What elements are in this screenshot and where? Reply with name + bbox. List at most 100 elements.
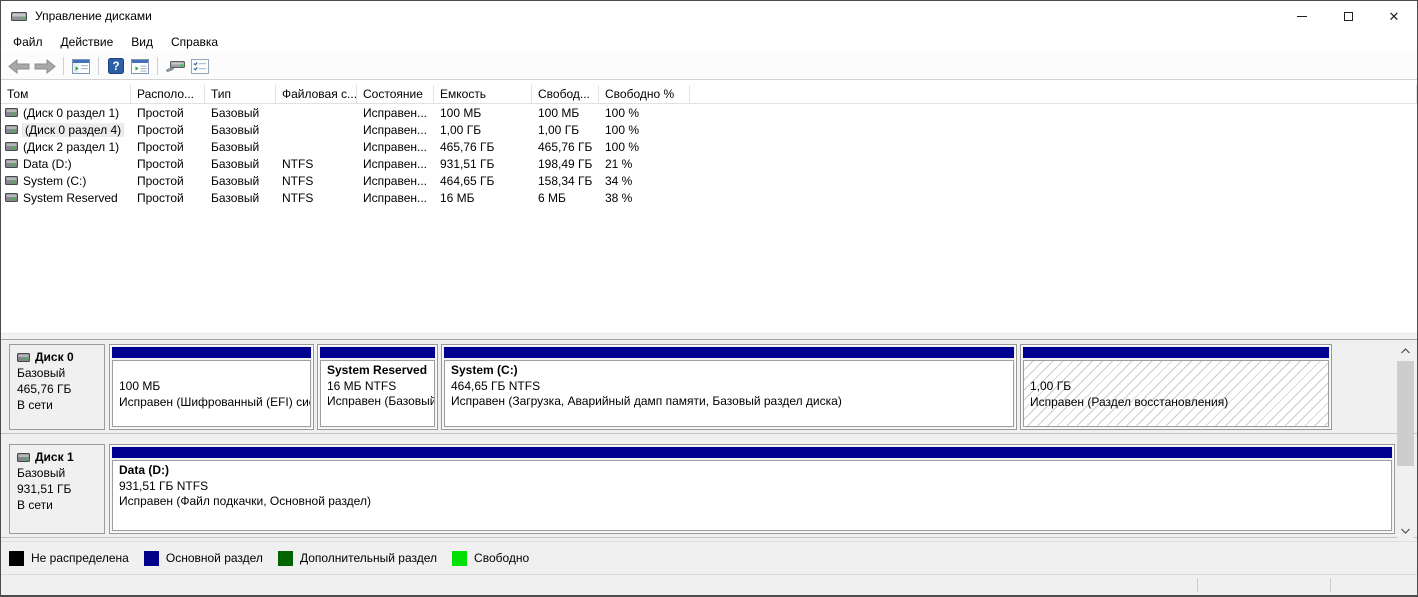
disk-size: 931,51 ГБ — [17, 482, 72, 496]
table-row[interactable]: System Reserved Простой Базовый NTFS Исп… — [1, 189, 1417, 206]
column-header-layout[interactable]: Располо... — [131, 85, 205, 103]
disk-icon — [17, 452, 30, 462]
menu-view[interactable]: Вид — [131, 35, 153, 49]
toolbar-console-tree-button[interactable] — [69, 54, 93, 78]
unallocated-swatch — [9, 550, 24, 566]
graphical-view-pane: Диск 0 Базовый 465,76 ГБ В сети 100 МБ И… — [1, 340, 1417, 541]
column-header-empty[interactable] — [690, 85, 1417, 103]
volume-status: Исправен... — [363, 139, 428, 154]
table-row[interactable]: (Диск 0 раздел 1) Простой Базовый Исправ… — [1, 104, 1417, 121]
status-bar — [1, 574, 1417, 595]
table-row[interactable]: System (C:) Простой Базовый NTFS Исправе… — [1, 172, 1417, 189]
partition-size: 931,51 ГБ NTFS — [119, 478, 209, 493]
volume-type: Базовый — [211, 156, 260, 171]
disk-tool-icon — [165, 58, 186, 74]
console-tree-icon — [72, 58, 90, 74]
partition-color-strip — [112, 447, 1392, 458]
volume-free: 100 МБ — [538, 105, 580, 120]
table-header: Том Располо... Тип Файловая с... Состоян… — [1, 85, 1417, 104]
column-header-free-pct[interactable]: Свободно % — [599, 85, 690, 103]
legend-label: Основной раздел — [165, 551, 263, 565]
help-icon: ? — [108, 58, 124, 74]
column-header-status[interactable]: Состояние — [357, 85, 434, 103]
legend-bar: Не распределена Основной раздел Дополнит… — [1, 541, 1417, 574]
volume-free: 465,76 ГБ — [538, 139, 593, 154]
volume-free-pct: 100 % — [605, 122, 640, 137]
volume-capacity: 100 МБ — [440, 105, 482, 120]
volume-name: Data (D:) — [23, 156, 72, 171]
column-header-free[interactable]: Свобод... — [532, 85, 599, 103]
minimize-button[interactable] — [1279, 1, 1325, 31]
partition-size: 16 МБ NTFS — [327, 378, 397, 393]
volume-capacity: 465,76 ГБ — [440, 139, 495, 154]
column-header-capacity[interactable]: Емкость — [434, 85, 532, 103]
menu-file[interactable]: Файл — [13, 35, 43, 49]
column-header-type[interactable]: Тип — [205, 85, 276, 103]
disk-row-0: Диск 0 Базовый 465,76 ГБ В сети 100 МБ И… — [1, 342, 1417, 434]
volume-status: Исправен... — [363, 156, 428, 171]
scroll-up-button[interactable] — [1397, 342, 1414, 359]
volume-filesystem: NTFS — [282, 173, 314, 188]
volume-capacity: 464,65 ГБ — [440, 173, 495, 188]
volume-status: Исправен... — [363, 173, 428, 188]
volume-capacity: 931,51 ГБ — [440, 156, 495, 171]
menu-bar: Файл Действие Вид Справка — [1, 31, 1417, 53]
column-header-volume[interactable]: Том — [1, 85, 131, 103]
volume-layout: Простой — [137, 139, 184, 154]
scroll-down-button[interactable] — [1397, 522, 1414, 539]
disk0-label[interactable]: Диск 0 Базовый 465,76 ГБ В сети — [9, 344, 105, 430]
partition-efi[interactable]: 100 МБ Исправен (Шифрованный (EFI) сис — [109, 344, 314, 430]
chevron-up-icon — [1401, 347, 1410, 353]
title-bar[interactable]: Управление дисками ✕ — [1, 1, 1417, 31]
column-header-filesystem[interactable]: Файловая с... — [276, 85, 357, 103]
volume-name: (Диск 0 раздел 4) — [23, 122, 124, 137]
table-row[interactable]: (Диск 2 раздел 1) Простой Базовый Исправ… — [1, 138, 1417, 155]
disk-kind: Базовый — [17, 366, 66, 380]
volume-icon — [5, 193, 18, 202]
volume-free-pct: 21 % — [605, 156, 633, 171]
legend-item-primary: Основной раздел — [143, 550, 263, 566]
toolbar-back-button[interactable] — [6, 54, 32, 78]
app-disk-icon — [11, 10, 27, 23]
vertical-scrollbar[interactable] — [1397, 342, 1414, 539]
disk-kind: Базовый — [17, 466, 66, 480]
partition-size: 100 МБ — [119, 379, 161, 393]
toolbar-separator — [98, 57, 99, 75]
primary-partition-swatch — [143, 550, 159, 566]
toolbar-disk-tool-button[interactable] — [163, 54, 188, 78]
volume-icon — [5, 142, 18, 151]
close-button[interactable]: ✕ — [1371, 1, 1417, 31]
maximize-button[interactable] — [1325, 1, 1371, 31]
chevron-down-icon — [1401, 528, 1410, 534]
partition-system-c[interactable]: System (C:) 464,65 ГБ NTFS Исправен (Заг… — [441, 344, 1017, 430]
volume-name: (Диск 2 раздел 1) — [23, 139, 120, 154]
toolbar-list-view-button[interactable] — [188, 54, 212, 78]
status-divider — [1330, 578, 1331, 592]
disk-name: Диск 1 — [35, 450, 74, 464]
volume-status: Исправен... — [363, 190, 428, 205]
volume-icon — [5, 125, 18, 134]
partition-recovery[interactable]: 1,00 ГБ Исправен (Раздел восстановления) — [1020, 344, 1332, 430]
toolbar-forward-button[interactable] — [32, 54, 58, 78]
partition-status: Исправен (Загрузка, Аварийный дамп памят… — [451, 394, 842, 408]
volume-name: System Reserved — [23, 190, 118, 205]
disk1-label[interactable]: Диск 1 Базовый 931,51 ГБ В сети — [9, 444, 105, 534]
partition-data-d[interactable]: Data (D:) 931,51 ГБ NTFS Исправен (Файл … — [109, 444, 1395, 534]
volume-icon — [5, 108, 18, 117]
table-row[interactable]: Data (D:) Простой Базовый NTFS Исправен.… — [1, 155, 1417, 172]
close-icon: ✕ — [1388, 8, 1400, 24]
partition-system-reserved[interactable]: System Reserved 16 МБ NTFS Исправен (Баз… — [317, 344, 438, 430]
maximize-icon — [1343, 11, 1353, 21]
volume-free-pct: 100 % — [605, 139, 640, 154]
scrollbar-thumb[interactable] — [1397, 361, 1414, 466]
legend-item-unallocated: Не распределена — [9, 550, 129, 566]
table-row[interactable]: (Диск 0 раздел 4) Простой Базовый Исправ… — [1, 121, 1417, 138]
list-view-icon — [191, 58, 209, 74]
toolbar-action-pane-button[interactable] — [128, 54, 152, 78]
disk-status: В сети — [17, 398, 53, 412]
menu-help[interactable]: Справка — [171, 35, 219, 49]
toolbar-help-button[interactable]: ? — [104, 54, 128, 78]
menu-action[interactable]: Действие — [60, 35, 114, 49]
pane-splitter[interactable] — [1, 333, 1417, 340]
partition-title: Data (D:) — [119, 463, 169, 477]
